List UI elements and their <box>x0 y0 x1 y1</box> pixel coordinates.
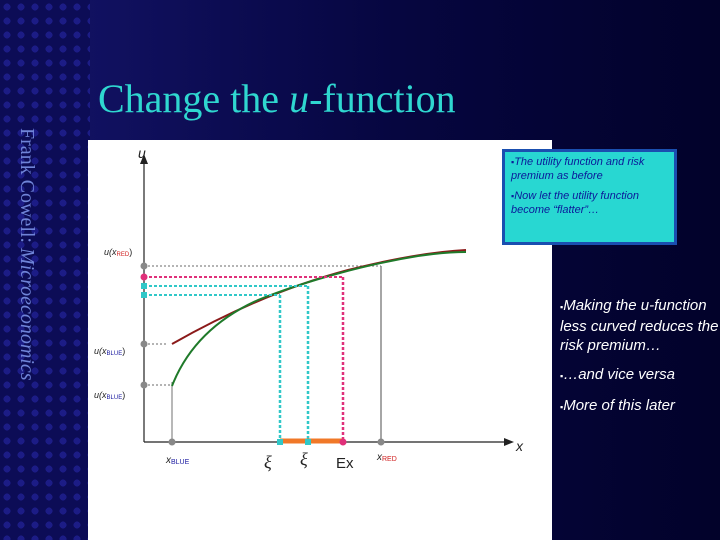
u-x-red-label: u(xRED) <box>104 247 132 258</box>
original-utility-curve <box>171 251 467 387</box>
x-blue-label: xBLUE <box>165 455 190 466</box>
author-name: Frank Cowell: <box>16 128 38 243</box>
slide-title: Change the u-function <box>98 76 456 121</box>
callout-box: ▪The utility function and risk premium a… <box>502 149 677 245</box>
xi-label-right: ξ <box>300 449 308 469</box>
x-red-label: xRED <box>376 452 397 463</box>
title-variable: u <box>289 76 310 121</box>
note-item-1: ▪Making the u-function less curved reduc… <box>560 297 719 354</box>
author-subject: Microeconomics <box>16 248 38 381</box>
callout-item-1: ▪The utility function and risk premium a… <box>511 156 645 182</box>
x-axis-label: x <box>515 438 524 454</box>
x-axis-arrow <box>504 438 514 446</box>
callout-item-2: ▪Now let the utility function become “fl… <box>511 190 639 216</box>
notes-list: ▪Making the u-function less curved reduc… <box>560 296 720 427</box>
xi-label-left: ξ <box>264 452 272 472</box>
dotted-side-strip <box>0 0 90 540</box>
utility-diagram: u x u(xRED) u(xBLUE) u(xBLUE) xBLUE xRED… <box>94 145 524 472</box>
ce-old-x-marker <box>305 439 311 445</box>
note-item-2: ▪…and vice versa <box>560 366 675 383</box>
u-ce-new-marker <box>141 292 147 298</box>
u-ce-old-marker <box>141 283 147 289</box>
u-blue-low-marker <box>140 381 148 389</box>
note-item-3: ▪More of this later <box>560 397 675 414</box>
u-red-marker <box>140 262 148 270</box>
u-x-blue-label-low: u(xBLUE) <box>94 390 125 401</box>
x-blue-marker <box>168 438 176 446</box>
x-red-marker <box>377 438 385 446</box>
flatter-utility-curve <box>171 249 467 345</box>
y-axis-label: u <box>138 145 146 161</box>
ce-new-x-marker <box>277 439 283 445</box>
u-blue-high-marker <box>140 340 148 348</box>
y-axis-arrow <box>140 154 148 164</box>
diagram-panel <box>88 140 552 540</box>
u-x-blue-label-high: u(xBLUE) <box>94 346 125 357</box>
ex-label: Ex <box>336 455 354 472</box>
u-expected-marker <box>140 273 148 281</box>
ex-marker <box>339 438 347 446</box>
